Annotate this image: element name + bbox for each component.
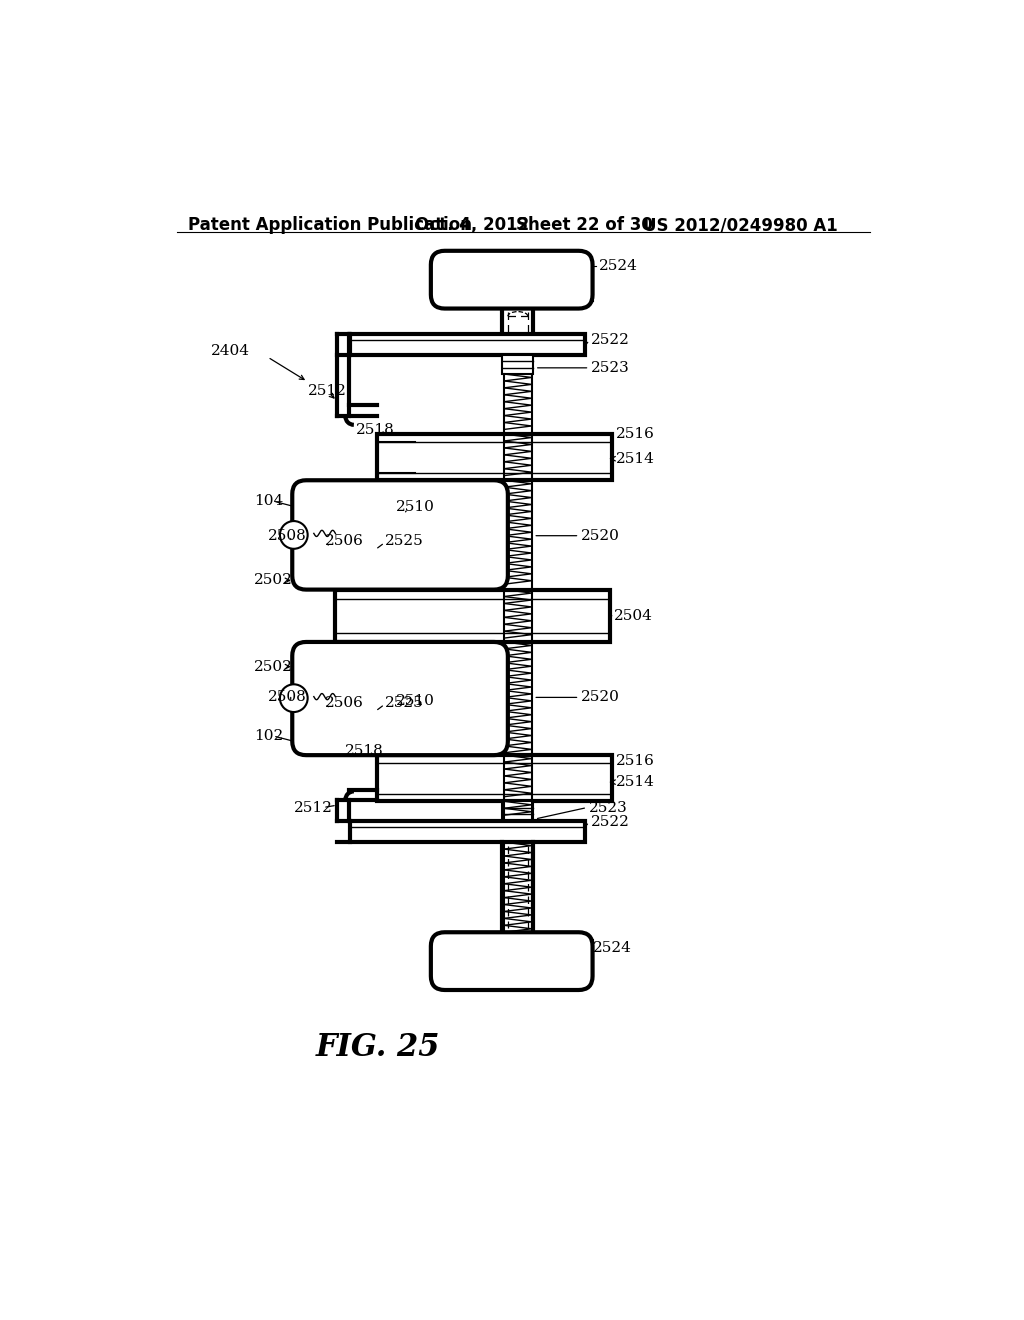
Text: 2522: 2522 — [591, 333, 630, 347]
Text: 2504: 2504 — [614, 609, 653, 623]
Bar — [464, 721, 494, 733]
Text: 2525: 2525 — [385, 696, 423, 710]
Bar — [464, 554, 494, 568]
Text: 2523: 2523 — [591, 360, 630, 375]
Bar — [503, 355, 534, 374]
Text: US 2012/0249980 A1: US 2012/0249980 A1 — [643, 216, 838, 234]
Text: 2508: 2508 — [267, 690, 306, 705]
Bar — [316, 506, 483, 553]
FancyBboxPatch shape — [431, 932, 593, 990]
Text: 2506: 2506 — [326, 696, 365, 710]
Bar — [335, 590, 609, 642]
Bar — [316, 667, 483, 719]
Text: 2510: 2510 — [396, 694, 435, 709]
Text: 2518: 2518 — [356, 424, 395, 437]
Text: 2524: 2524 — [599, 259, 638, 273]
Bar — [350, 821, 585, 842]
Circle shape — [280, 684, 307, 711]
Text: 2514: 2514 — [615, 775, 654, 789]
Bar — [503, 801, 534, 821]
Text: 2518: 2518 — [345, 744, 383, 758]
Text: 2520: 2520 — [581, 529, 620, 543]
Text: 2512: 2512 — [294, 800, 333, 814]
FancyBboxPatch shape — [431, 251, 593, 309]
Text: 2514: 2514 — [615, 451, 654, 466]
Text: 2506: 2506 — [326, 535, 365, 548]
Text: 2508: 2508 — [267, 529, 306, 543]
Bar — [377, 434, 611, 480]
Circle shape — [280, 521, 307, 549]
Text: 2516: 2516 — [615, 428, 654, 441]
Text: Sheet 22 of 30: Sheet 22 of 30 — [515, 216, 652, 234]
Text: 104: 104 — [254, 494, 283, 508]
Text: 2523: 2523 — [589, 800, 628, 814]
Text: 2520: 2520 — [581, 690, 620, 705]
Text: 2516: 2516 — [615, 754, 654, 767]
Bar — [377, 755, 611, 801]
Text: Patent Application Publication: Patent Application Publication — [188, 216, 472, 234]
Text: 2524: 2524 — [593, 941, 632, 954]
Text: Oct. 4, 2012: Oct. 4, 2012 — [416, 216, 529, 234]
Bar — [350, 334, 585, 355]
FancyBboxPatch shape — [292, 480, 508, 590]
Text: 2502: 2502 — [254, 573, 293, 587]
Text: 102: 102 — [254, 729, 283, 743]
Text: 2404: 2404 — [211, 345, 251, 358]
FancyBboxPatch shape — [292, 642, 508, 755]
Text: 2502: 2502 — [254, 660, 293, 673]
Text: 2525: 2525 — [385, 535, 423, 548]
Text: 2512: 2512 — [307, 384, 346, 397]
Text: 2522: 2522 — [591, 816, 630, 829]
Text: FIG. 25: FIG. 25 — [315, 1032, 440, 1063]
Text: 2510: 2510 — [396, 500, 435, 515]
